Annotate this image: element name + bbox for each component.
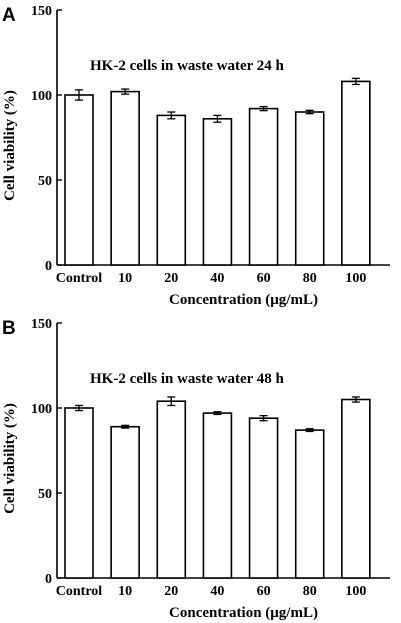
panel-b: B 0 50 100 150 Cell viability (%) Control 10 20 4… xyxy=(2,317,390,621)
y-axis-title: Cell viability (%) xyxy=(2,90,18,201)
bar-100 xyxy=(341,80,371,266)
x-tick-label: Control xyxy=(56,271,103,286)
bar-10 xyxy=(110,90,140,266)
bar-60 xyxy=(248,417,279,579)
x-axis-title: Concentration (μg/mL) xyxy=(169,605,318,621)
x-tick-label: 80 xyxy=(303,584,317,599)
y-tick-label: 150 xyxy=(31,4,52,19)
x-tick-label: 10 xyxy=(118,584,132,599)
y-tick-label: 0 xyxy=(45,572,52,587)
x-tick-label: 100 xyxy=(345,584,366,599)
panel-letter: A xyxy=(2,5,16,26)
bar-40 xyxy=(202,118,233,266)
y-tick-label: 150 xyxy=(31,317,52,332)
x-tick-label: 40 xyxy=(210,271,224,286)
y-tick-label: 100 xyxy=(31,402,52,417)
x-tick-label: 20 xyxy=(164,584,178,599)
y-tick-label: 0 xyxy=(45,259,52,274)
bar-20 xyxy=(156,400,187,579)
x-tick-label: 80 xyxy=(303,271,317,286)
y-tick-label: 50 xyxy=(38,174,52,189)
chart-title: HK-2 cells in waste water 48 h xyxy=(90,371,285,387)
bar-80 xyxy=(294,111,325,266)
bar-100 xyxy=(341,398,371,579)
chart-title: HK-2 cells in waste water 24 h xyxy=(90,58,285,74)
panel-a: A 0 50 100 150 Cell viability (%) Control 10 20 4… xyxy=(2,4,390,308)
y-tick-label: 50 xyxy=(38,487,52,502)
bar-80 xyxy=(294,429,325,579)
x-tick-label: 60 xyxy=(257,271,271,286)
x-tick-label: 10 xyxy=(118,271,132,286)
x-tick-label: 100 xyxy=(345,271,366,286)
y-axis-title: Cell viability (%) xyxy=(2,403,18,514)
bar-60 xyxy=(248,107,279,266)
bar-Control xyxy=(64,407,94,579)
y-tick-label: 100 xyxy=(31,89,52,104)
panel-letter: B xyxy=(2,318,16,339)
x-axis-title: Concentration (μg/mL) xyxy=(169,292,318,308)
x-tick-label: Control xyxy=(56,584,103,599)
bar-Control xyxy=(64,94,94,266)
x-tick-label: 60 xyxy=(257,584,271,599)
x-tick-label: 20 xyxy=(164,271,178,286)
bar-40 xyxy=(202,412,233,579)
x-tick-label: 40 xyxy=(210,584,224,599)
bar-20 xyxy=(156,114,187,266)
bar-10 xyxy=(110,425,140,579)
